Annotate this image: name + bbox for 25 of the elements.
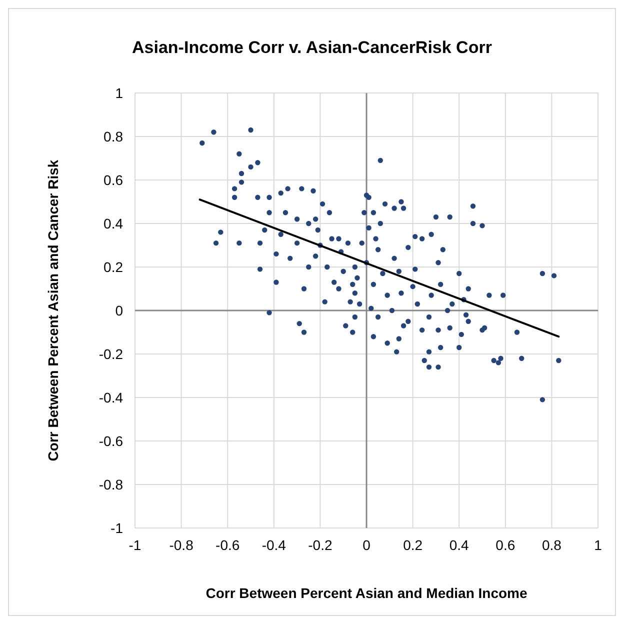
x-tick-label: 0.2	[403, 537, 423, 553]
x-tick-label: 1	[594, 537, 602, 553]
x-tick-label: -0.8	[169, 537, 194, 553]
x-tick-label: 0.8	[542, 537, 562, 553]
y-tick-label: 0.2	[104, 259, 124, 275]
y-tick-label: -1	[110, 520, 124, 536]
x-tick-label: 0.6	[496, 537, 516, 553]
y-tick-label: 1	[115, 85, 124, 101]
y-tick-label: -0.4	[98, 390, 124, 406]
chart-title: Asian-Income Corr v. Asian-CancerRisk Corr	[132, 38, 492, 57]
x-tick-label: -0.6	[216, 537, 240, 553]
x-tick-label: 0	[362, 537, 371, 553]
y-tick-label: 0.8	[104, 128, 124, 144]
y-tick-label: 0.6	[104, 172, 124, 188]
y-tick-label: -0.6	[98, 433, 124, 449]
y-tick-label: -0.8	[98, 476, 124, 492]
x-tick-label: 0.4	[449, 537, 470, 553]
y-tick-label: 0	[115, 302, 124, 318]
x-axis-title: Corr Between Percent Asian and Median Income	[206, 585, 528, 601]
y-axis-title: Corr Between Percent Asian and Cancer Risk	[45, 160, 61, 462]
x-tick-label: -1	[128, 537, 142, 553]
x-tick-label: -0.2	[308, 537, 332, 553]
y-tick-label: -0.2	[98, 346, 124, 362]
x-tick-label: -0.4	[262, 537, 286, 553]
y-tick-label: 0.4	[104, 216, 124, 232]
